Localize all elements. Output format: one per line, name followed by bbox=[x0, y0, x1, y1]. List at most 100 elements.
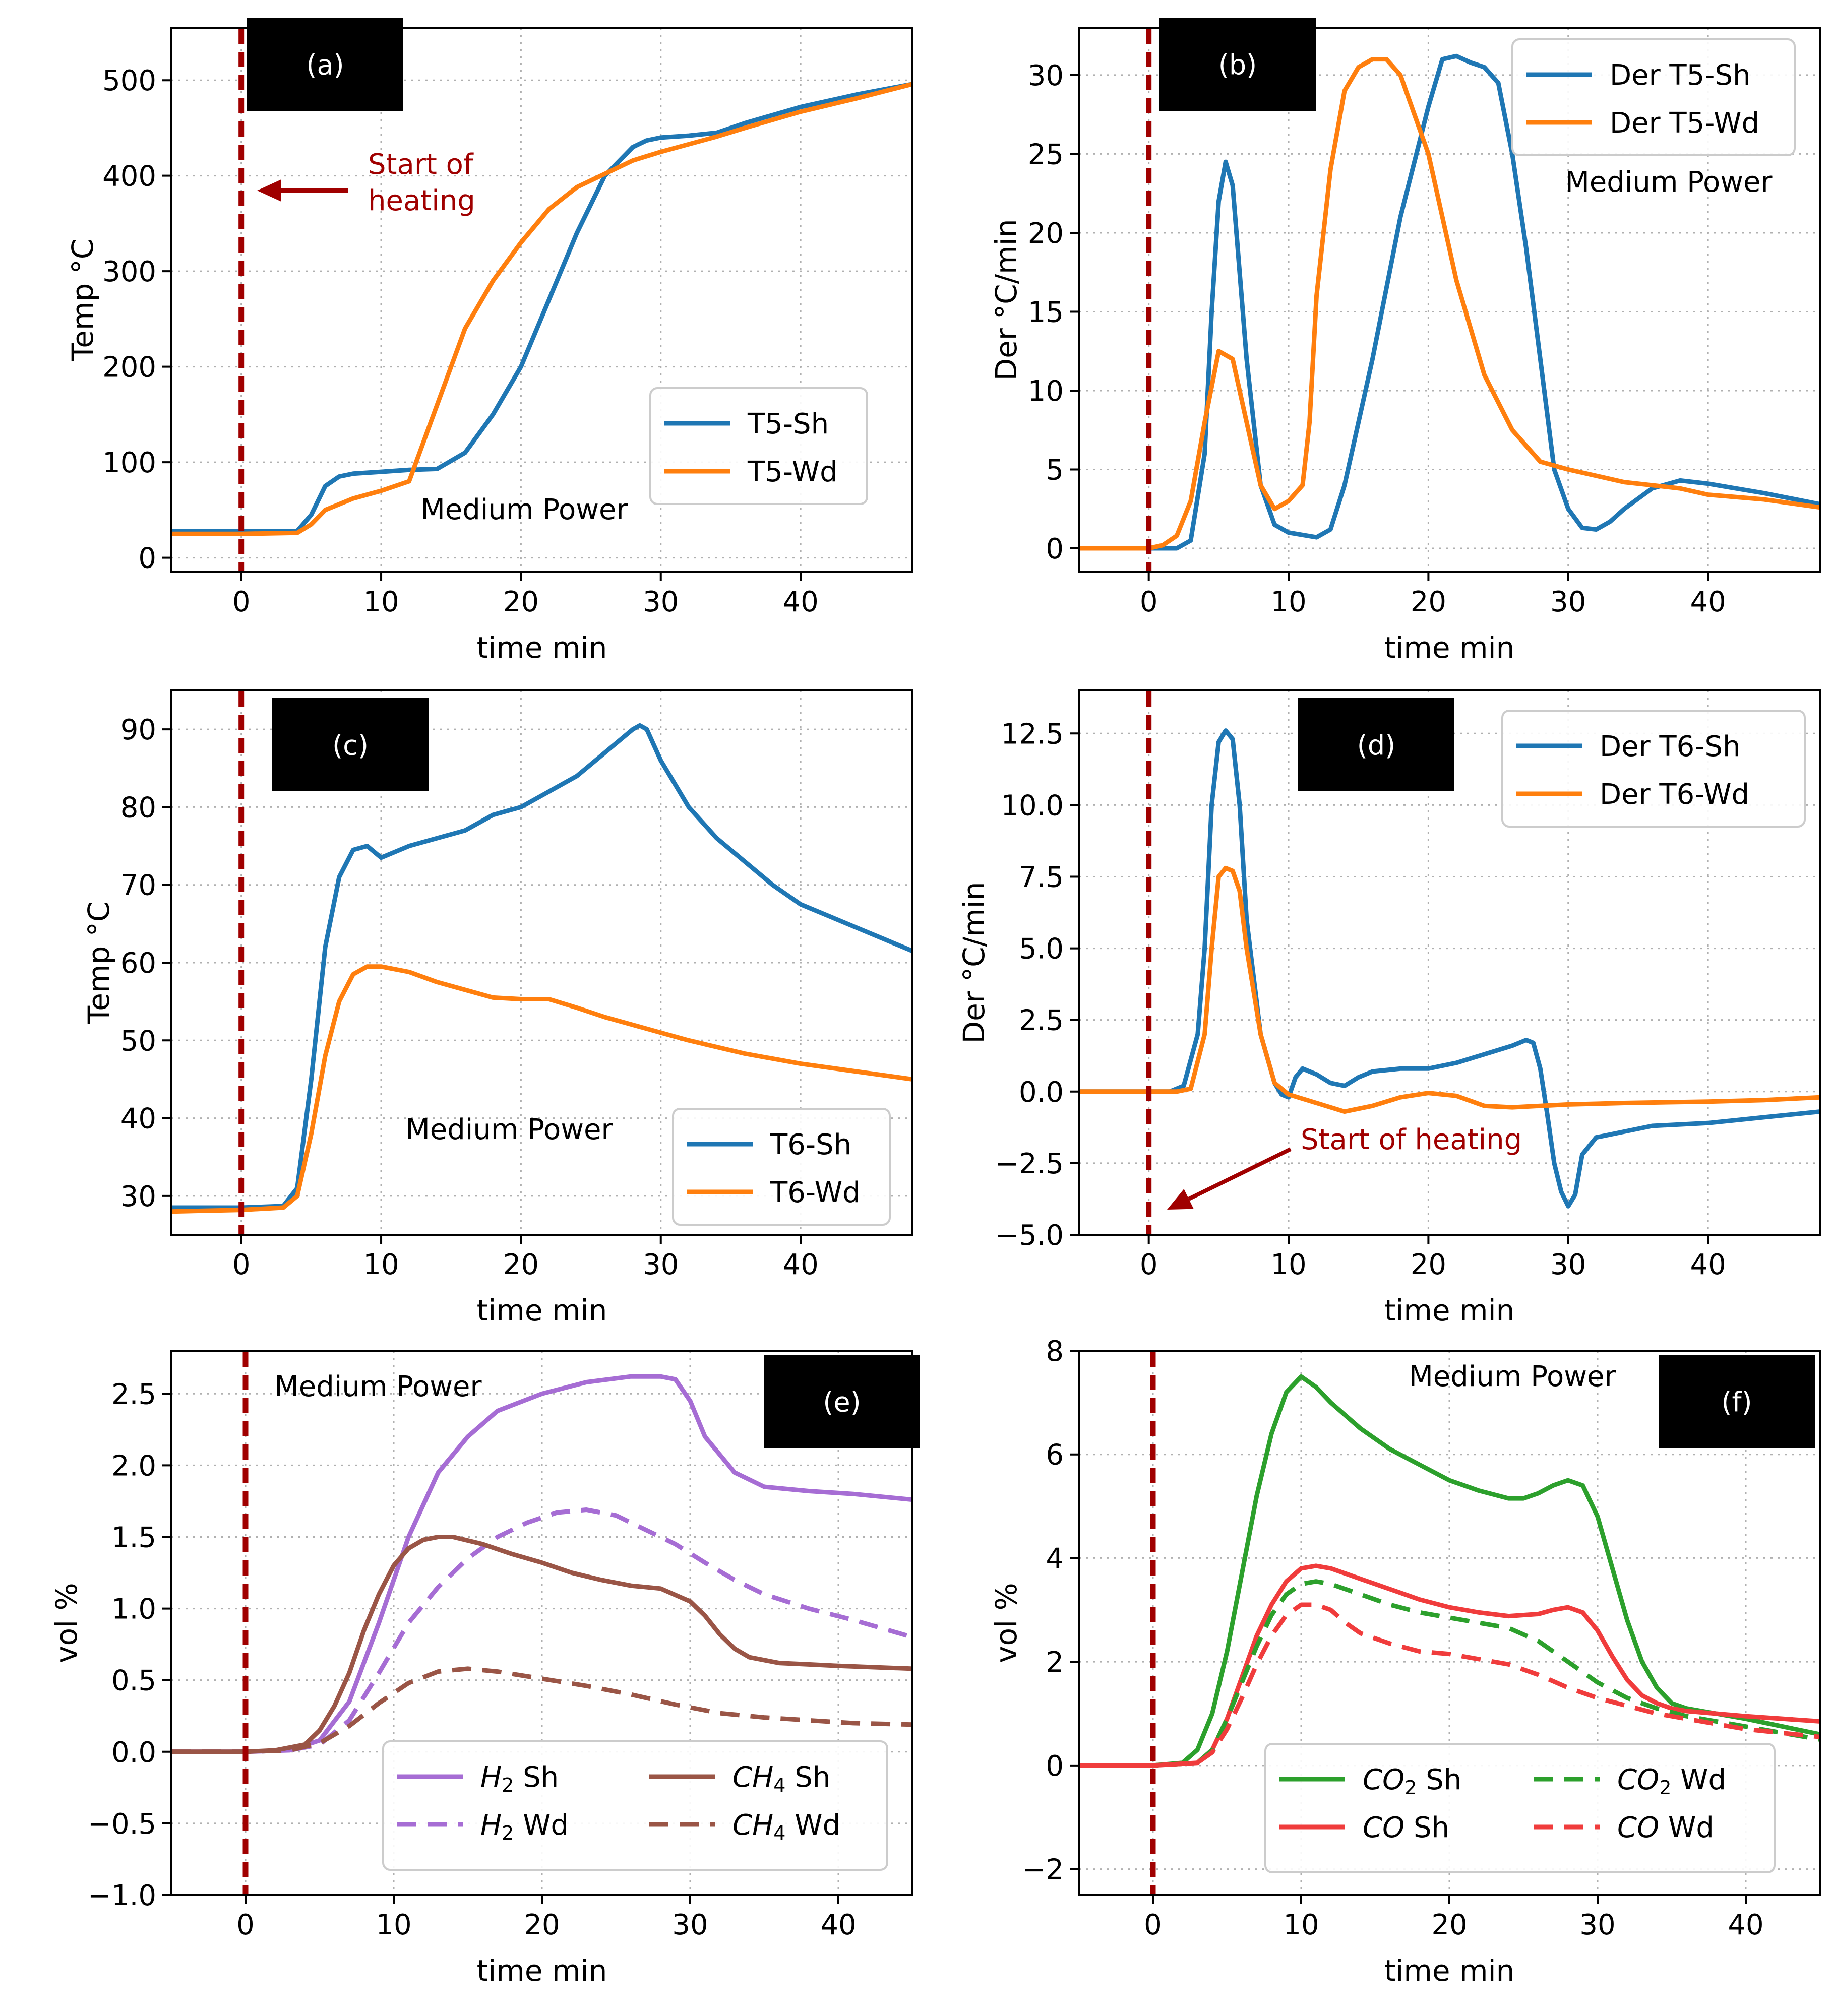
series-line-T5-Sh bbox=[171, 82, 912, 533]
y-tick-label: 10.0 bbox=[1001, 789, 1064, 822]
y-tick-label: 7.5 bbox=[1019, 861, 1064, 894]
y-axis-label: Temp °C bbox=[82, 902, 116, 1025]
legend-label: CO Wd bbox=[1617, 1811, 1714, 1844]
x-tick-label: 40 bbox=[782, 1248, 818, 1281]
y-tick-label: 0.0 bbox=[1019, 1076, 1064, 1109]
legend: Der T5-Sh Der T5-Wd bbox=[1511, 38, 1796, 156]
series-line-T5-Wd bbox=[171, 82, 912, 536]
x-tick-label: 40 bbox=[1690, 586, 1726, 618]
y-tick-label: 4 bbox=[1046, 1542, 1064, 1575]
x-tick-label: 40 bbox=[1728, 1909, 1763, 1941]
x-tick-label: 40 bbox=[782, 586, 818, 618]
x-tick-label: 10 bbox=[1270, 586, 1306, 618]
y-axis-label: vol % bbox=[49, 1583, 84, 1663]
y-tick-label: 30 bbox=[120, 1180, 156, 1213]
axes-frame bbox=[1078, 27, 1821, 573]
x-tick-label: 20 bbox=[1431, 1909, 1467, 1941]
y-tick-label: 5.0 bbox=[1019, 933, 1064, 966]
x-tick-label: 10 bbox=[1283, 1909, 1319, 1941]
y-tick-label: −0.5 bbox=[88, 1808, 156, 1841]
legend-label: CO Sh bbox=[1363, 1811, 1449, 1844]
axes-frame bbox=[170, 27, 913, 573]
y-tick-label: 40 bbox=[120, 1103, 156, 1136]
y-tick-label: 2.0 bbox=[111, 1450, 156, 1482]
y-tick-label: 8 bbox=[1046, 1335, 1064, 1368]
x-tick-label: 40 bbox=[820, 1909, 856, 1941]
legend-label: T5-Sh bbox=[747, 408, 829, 440]
series-line-H2-Sh bbox=[171, 1374, 912, 1754]
y-axis-label: Der °C/min bbox=[957, 881, 991, 1043]
x-tick-label: 0 bbox=[236, 1909, 255, 1941]
x-tick-label: 30 bbox=[643, 1248, 679, 1281]
panel-c: 0 10 20 30 40 30 40 50 60 70 80 90 time min Temp °C (c… bbox=[82, 689, 913, 1328]
y-tick-label: −1.0 bbox=[88, 1879, 156, 1912]
y-tick-label: 60 bbox=[120, 947, 156, 980]
y-tick-label: 500 bbox=[102, 65, 156, 97]
x-tick-label: 30 bbox=[1550, 586, 1586, 618]
legend-label: Der T5-Sh bbox=[1610, 59, 1750, 92]
annotation-medium-power: Medium Power bbox=[1565, 166, 1773, 199]
x-tick-label: 0 bbox=[232, 1248, 251, 1281]
x-tick-label: 10 bbox=[363, 586, 399, 618]
legend-label: T5-Wd bbox=[747, 456, 838, 488]
panel-label-box bbox=[247, 18, 403, 111]
y-tick-label: 70 bbox=[120, 869, 156, 902]
y-tick-label: 2.5 bbox=[111, 1378, 156, 1411]
y-tick-label: 2.5 bbox=[1019, 1004, 1064, 1037]
legend-label: H2 Wd bbox=[480, 1809, 569, 1844]
y-tick-label: 300 bbox=[102, 256, 156, 288]
y-axis-label: Der °C/min bbox=[989, 219, 1023, 381]
start-heating-text: Start of bbox=[368, 148, 474, 181]
panel-label-box bbox=[272, 698, 429, 791]
x-axis-label: time min bbox=[1384, 631, 1515, 665]
y-tick-label: 0 bbox=[1046, 533, 1064, 565]
y-tick-label: −2.5 bbox=[995, 1148, 1064, 1180]
x-tick-label: 0 bbox=[1140, 1248, 1158, 1281]
panel-label-box bbox=[764, 1355, 920, 1448]
series-line-CO2-Wd bbox=[1079, 1579, 1820, 1768]
x-tick-label: 0 bbox=[232, 586, 251, 618]
y-tick-label: 1.5 bbox=[111, 1521, 156, 1554]
series-line-Der-T6-Wd bbox=[1079, 865, 1820, 1114]
legend-label: CO2 Sh bbox=[1363, 1763, 1461, 1799]
y-axis-label: Temp °C bbox=[66, 239, 100, 362]
legend-label: Der T5-Wd bbox=[1610, 107, 1759, 140]
y-tick-label: 50 bbox=[120, 1025, 156, 1057]
legend-frame bbox=[1511, 38, 1796, 156]
legend-label: CH4 Wd bbox=[732, 1809, 840, 1844]
legend-frame bbox=[1264, 1743, 1776, 1873]
x-axis-label: time min bbox=[1384, 1954, 1515, 1988]
panel-f: 0 10 20 30 40 −2 0 2 4 6 8 time min vol % (f) Medium P… bbox=[989, 1335, 1821, 1988]
x-tick-label: 20 bbox=[1411, 1248, 1446, 1281]
legend-label: CH4 Sh bbox=[732, 1761, 830, 1796]
x-tick-label: 10 bbox=[1270, 1248, 1306, 1281]
x-tick-label: 40 bbox=[1690, 1248, 1726, 1281]
x-tick-label: 20 bbox=[503, 586, 539, 618]
panel-label-box bbox=[1159, 18, 1316, 111]
legend-frame bbox=[672, 1108, 891, 1226]
x-axis-label: time min bbox=[477, 1954, 607, 1988]
y-tick-label: 90 bbox=[120, 714, 156, 746]
x-tick-label: 0 bbox=[1140, 586, 1158, 618]
legend-frame bbox=[1501, 710, 1806, 828]
x-tick-label: 20 bbox=[524, 1909, 560, 1941]
panel-label: (b) bbox=[1218, 49, 1257, 81]
x-axis-label: time min bbox=[477, 631, 607, 665]
y-tick-label: 12.5 bbox=[1001, 718, 1064, 750]
panel-label: (c) bbox=[332, 730, 369, 762]
panel-b: 0 10 20 30 40 0 5 10 15 20 25 30 time min Der °C/min (… bbox=[989, 18, 1821, 665]
start-heating-arrow-head bbox=[257, 179, 281, 202]
y-tick-label: 400 bbox=[102, 160, 156, 193]
y-tick-label: 20 bbox=[1028, 217, 1064, 250]
x-tick-label: 10 bbox=[363, 1248, 399, 1281]
panel-label: (d) bbox=[1357, 730, 1395, 762]
series-line-H2-Wd bbox=[171, 1507, 912, 1754]
panel-label-box bbox=[1298, 698, 1454, 791]
x-axis-label: time min bbox=[477, 1293, 607, 1328]
annotation-medium-power: Medium Power bbox=[420, 493, 628, 526]
x-tick-label: 30 bbox=[1579, 1909, 1615, 1941]
y-tick-label: −5.0 bbox=[995, 1219, 1064, 1252]
legend-frame bbox=[382, 1740, 888, 1871]
panel-label-box bbox=[1659, 1355, 1815, 1448]
